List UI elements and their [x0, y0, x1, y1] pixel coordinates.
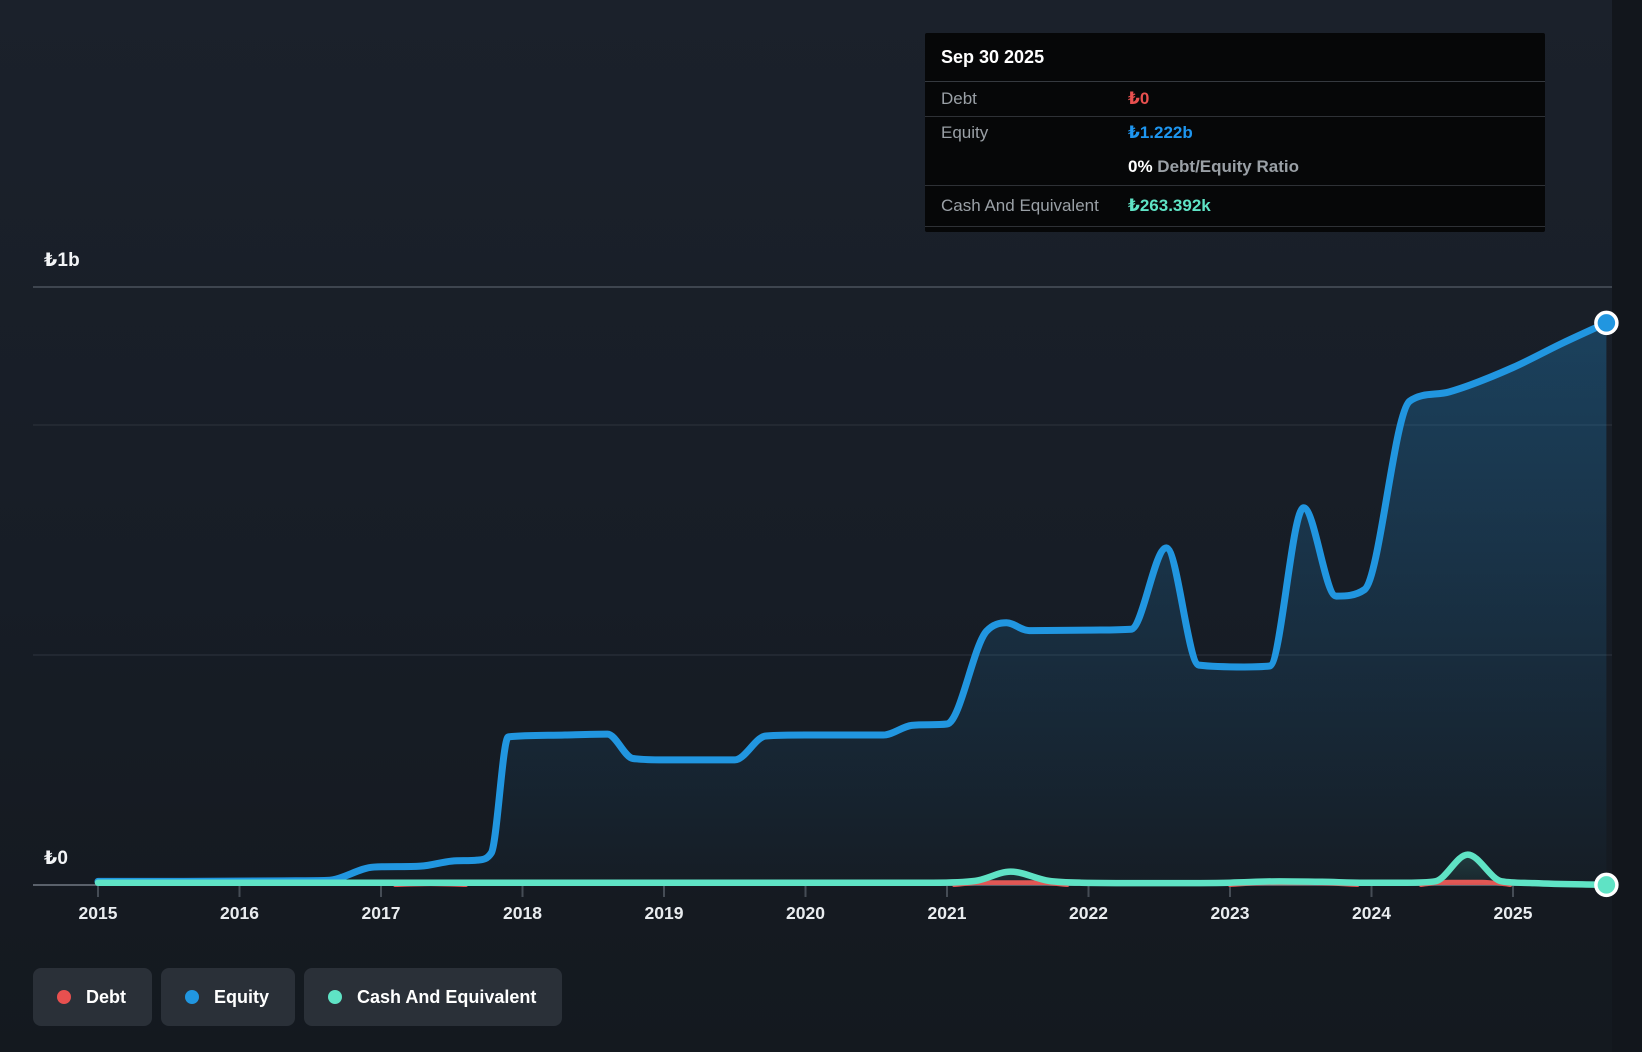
- tooltip-cash-value: ₺263.392k: [1128, 196, 1211, 215]
- legend-item-debt[interactable]: Debt: [33, 968, 152, 1026]
- tooltip-ratio-value: 0%: [1128, 157, 1153, 176]
- tooltip-row-ratio: 0% Debt/Equity Ratio: [925, 149, 1545, 186]
- tooltip-cash-label: Cash And Equivalent: [941, 196, 1099, 215]
- x-tick-2025: 2025: [1494, 903, 1533, 923]
- legend-cash-label: Cash And Equivalent: [357, 986, 537, 1007]
- x-tick-2023: 2023: [1211, 903, 1250, 923]
- tooltip-equity-label: Equity: [941, 123, 989, 142]
- tooltip-ratio-caption: Debt/Equity Ratio: [1152, 157, 1299, 176]
- tooltip-row-equity: Equity ₺1.222b: [925, 117, 1545, 149]
- end-marker-cash-and-equivalent: [1594, 872, 1619, 898]
- legend-item-equity[interactable]: Equity: [161, 968, 296, 1026]
- debt-series-dot-icon: [57, 990, 71, 1004]
- x-tick-2019: 2019: [645, 903, 684, 923]
- legend-item-cash[interactable]: Cash And Equivalent: [304, 968, 563, 1026]
- x-tick-2024: 2024: [1352, 903, 1391, 923]
- legend-equity-label: Equity: [214, 986, 270, 1007]
- tooltip-row-cash: Cash And Equivalent ₺263.392k: [925, 186, 1545, 227]
- tooltip-date: Sep 30 2025: [925, 33, 1545, 82]
- x-tick-2021: 2021: [928, 903, 967, 923]
- x-tick-2016: 2016: [220, 903, 259, 923]
- chart-legend: Debt Equity Cash And Equivalent: [33, 968, 563, 1026]
- x-tick-2017: 2017: [362, 903, 401, 923]
- legend-debt-label: Debt: [86, 986, 126, 1007]
- tooltip-row-debt: Debt ₺0: [925, 82, 1545, 117]
- hover-tooltip: Sep 30 2025 Debt ₺0 Equity ₺1.222b 0% De…: [925, 33, 1545, 232]
- x-tick-2018: 2018: [503, 903, 542, 923]
- y-axis-label-zero: ₺0: [44, 848, 69, 869]
- x-tick-2022: 2022: [1069, 903, 1108, 923]
- x-tick-2015: 2015: [79, 903, 118, 923]
- tooltip-equity-value: ₺1.222b: [1128, 123, 1193, 142]
- end-marker-equity: [1594, 310, 1619, 336]
- tooltip-debt-value: ₺0: [1128, 89, 1150, 108]
- equity-series-dot-icon: [185, 990, 199, 1004]
- tooltip-debt-label: Debt: [941, 89, 977, 108]
- x-tick-2020: 2020: [786, 903, 825, 923]
- y-axis-label-max: ₺1b: [44, 250, 80, 271]
- cash-series-dot-icon: [328, 990, 343, 1004]
